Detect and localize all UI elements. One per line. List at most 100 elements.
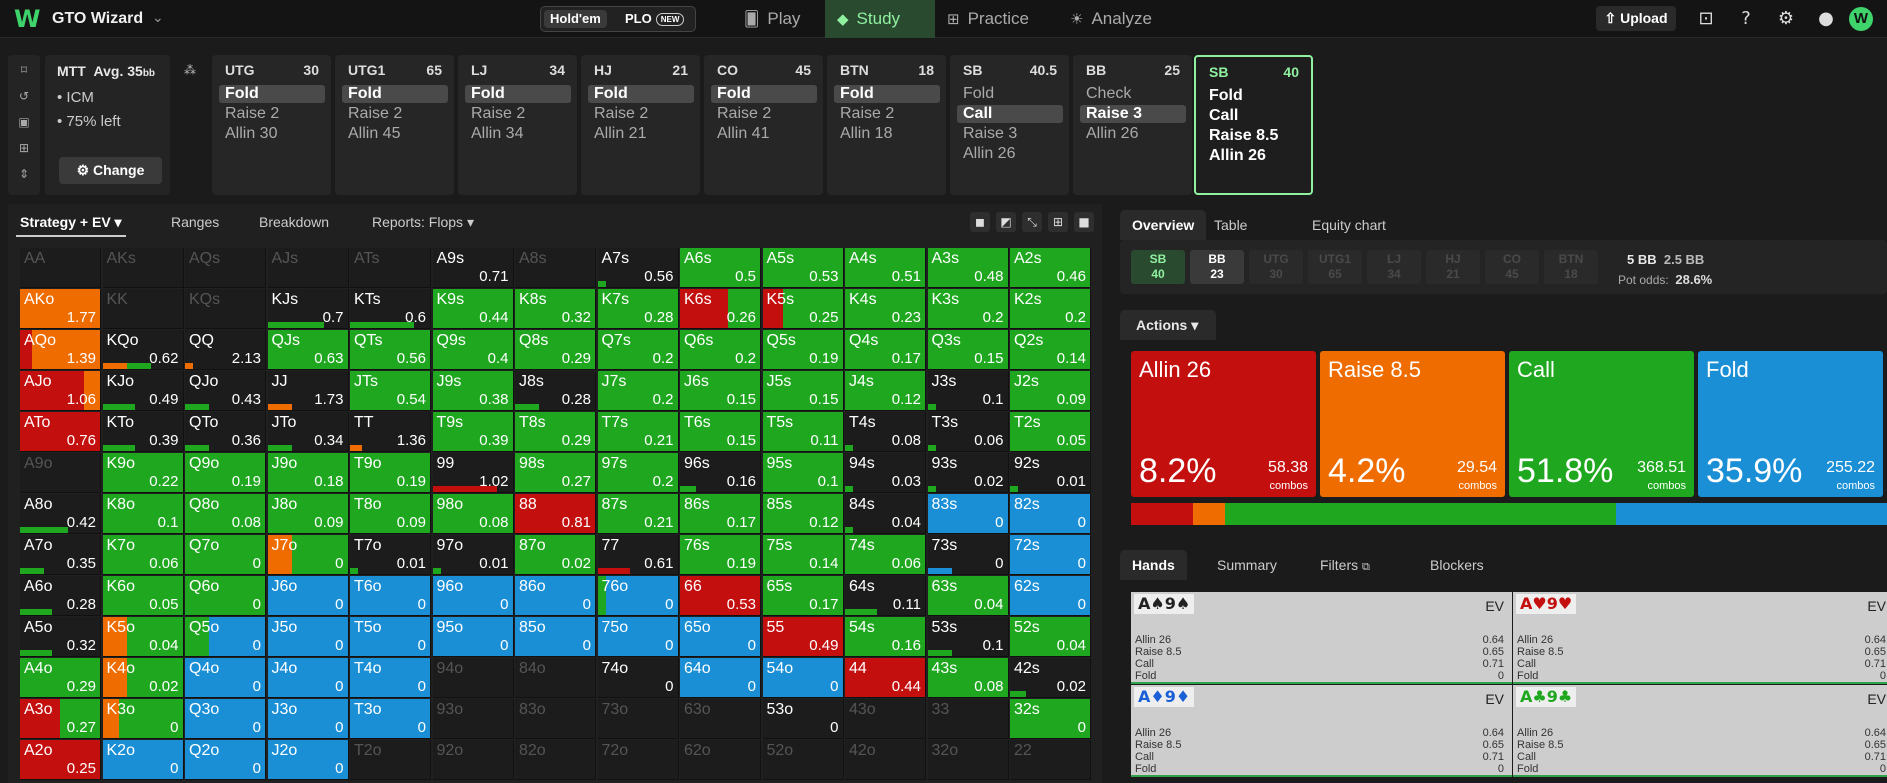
hand-cell[interactable]: 74s 0.06 bbox=[845, 535, 926, 575]
hand-cell[interactable]: Q5s 0.19 bbox=[762, 330, 844, 370]
hand-cell[interactable]: K2s 0.2 bbox=[1010, 289, 1091, 329]
square-icon[interactable]: ■ bbox=[1074, 212, 1094, 232]
action-box-fold[interactable]: Fold 35.9% 255.22 combos bbox=[1698, 351, 1883, 497]
hand-card[interactable]: A♦9♦ EV Allin 26 0.64 Raise 8.5 0.65 Call 0.71 F… bbox=[1131, 685, 1512, 777]
hand-cell[interactable]: 62s 0 bbox=[1010, 576, 1091, 616]
hand-cell[interactable]: 93o bbox=[432, 699, 514, 739]
tab-hands[interactable]: Hands bbox=[1120, 550, 1187, 580]
hand-cell[interactable]: K9o 0.22 bbox=[102, 453, 184, 493]
position-action[interactable]: Raise 2 bbox=[717, 105, 772, 122]
cards-icon[interactable]: ⁂ bbox=[184, 63, 196, 77]
hand-cell[interactable]: 42s 0.02 bbox=[1010, 658, 1091, 698]
hand-cell[interactable]: A2o 0.25 bbox=[20, 740, 101, 780]
hand-cell[interactable]: 43o bbox=[845, 699, 926, 739]
hand-cell[interactable]: 32s 0 bbox=[1010, 699, 1091, 739]
hand-cell[interactable]: T9s 0.39 bbox=[432, 412, 514, 452]
app-name[interactable]: GTO Wizard bbox=[52, 10, 144, 27]
hand-cell[interactable]: 53o 0 bbox=[762, 699, 844, 739]
hand-cell[interactable]: 54s 0.16 bbox=[845, 617, 926, 657]
hand-cell[interactable]: J7o 0 bbox=[267, 535, 349, 575]
action-box-raise[interactable]: Raise 8.5 4.2% 29.54 combos bbox=[1320, 351, 1505, 497]
hand-cell[interactable]: AKs bbox=[102, 248, 184, 288]
position-action[interactable]: Allin 26 bbox=[963, 145, 1016, 162]
hand-cell[interactable]: 94s 0.03 bbox=[845, 453, 926, 493]
hand-cell[interactable]: A3o 0.27 bbox=[20, 699, 101, 739]
hand-card[interactable]: A♥9♥ EV Allin 26 0.64 Raise 8.5 0.65 Call 0.71 F… bbox=[1513, 592, 1887, 684]
hand-cell[interactable]: Q4o 0 bbox=[185, 658, 266, 698]
nav-play[interactable]: 🂠 Play bbox=[732, 0, 814, 38]
hand-cell[interactable]: T2s 0.05 bbox=[1010, 412, 1091, 452]
position-action[interactable]: Raise 2 bbox=[348, 105, 403, 122]
cube-icon[interactable]: ◼ bbox=[970, 212, 990, 232]
expand-icon[interactable]: ⇕ bbox=[18, 167, 30, 181]
hand-cell[interactable]: ATs bbox=[350, 248, 431, 288]
hand-cell[interactable]: 82s 0 bbox=[1010, 494, 1091, 534]
tab-summary[interactable]: Summary bbox=[1217, 557, 1277, 573]
hand-cell[interactable]: K5o 0.04 bbox=[102, 617, 184, 657]
gto-wizard-logo-icon[interactable]: W bbox=[14, 5, 41, 33]
contrast-icon[interactable]: ◩ bbox=[996, 212, 1016, 232]
hand-cell[interactable]: A2s 0.46 bbox=[1010, 248, 1091, 288]
hand-cell[interactable]: A9s 0.71 bbox=[432, 248, 514, 288]
hand-cell[interactable]: T4o 0 bbox=[350, 658, 431, 698]
position-card-lj[interactable]: LJ 34 Fold Raise 2 Allin 34 bbox=[458, 55, 577, 195]
tab-table[interactable]: Table bbox=[1214, 217, 1248, 233]
hand-cell[interactable]: J6o 0 bbox=[267, 576, 349, 616]
hand-cell[interactable]: 72o bbox=[597, 740, 679, 780]
hand-cell[interactable]: KTo 0.39 bbox=[102, 412, 184, 452]
position-action[interactable]: Fold bbox=[342, 85, 448, 103]
hand-cell[interactable]: 64o 0 bbox=[680, 658, 761, 698]
hand-cell[interactable]: 86s 0.17 bbox=[680, 494, 761, 534]
hand-card[interactable]: A♠9♠ EV Allin 26 0.64 Raise 8.5 0.65 Call 0.71 F… bbox=[1131, 592, 1512, 684]
hand-cell[interactable]: A4o 0.29 bbox=[20, 658, 101, 698]
hand-cell[interactable]: 33 bbox=[927, 699, 1009, 739]
position-action[interactable]: Fold bbox=[834, 85, 940, 103]
hand-cell[interactable]: Q8o 0.08 bbox=[185, 494, 266, 534]
hand-cell[interactable]: Q4s 0.17 bbox=[845, 330, 926, 370]
save-icon[interactable]: ▣ bbox=[18, 115, 30, 129]
reset-icon[interactable]: ↺ bbox=[18, 89, 30, 103]
hand-cell[interactable]: T5s 0.11 bbox=[762, 412, 844, 452]
hand-cell[interactable]: KQo 0.62 bbox=[102, 330, 184, 370]
hand-cell[interactable]: A9o bbox=[20, 453, 101, 493]
hand-cell[interactable]: A5s 0.53 bbox=[762, 248, 844, 288]
hand-cell[interactable]: T9o 0.19 bbox=[350, 453, 431, 493]
hand-cell[interactable]: AKo 1.77 bbox=[20, 289, 101, 329]
hand-cell[interactable]: T5o 0 bbox=[350, 617, 431, 657]
hand-cell[interactable]: K8s 0.32 bbox=[515, 289, 596, 329]
hand-cell[interactable]: 92s 0.01 bbox=[1010, 453, 1091, 493]
hand-cell[interactable]: Q7o 0 bbox=[185, 535, 266, 575]
hand-cell[interactable]: A6o 0.28 bbox=[20, 576, 101, 616]
hand-cell[interactable]: 87s 0.21 bbox=[597, 494, 679, 534]
hand-cell[interactable]: 42o bbox=[845, 740, 926, 780]
position-action[interactable]: Allin 30 bbox=[225, 125, 278, 142]
hand-cell[interactable]: 96o 0 bbox=[432, 576, 514, 616]
hand-cell[interactable]: 75s 0.14 bbox=[762, 535, 844, 575]
hand-cell[interactable]: 95o 0 bbox=[432, 617, 514, 657]
position-action[interactable]: Allin 41 bbox=[717, 125, 770, 142]
hand-cell[interactable]: K6s 0.26 bbox=[680, 289, 761, 329]
hand-cell[interactable]: J8o 0.09 bbox=[267, 494, 349, 534]
chevron-down-icon[interactable]: ⌄ bbox=[152, 9, 164, 25]
hand-cell[interactable]: 83s 0 bbox=[927, 494, 1009, 534]
hand-cell[interactable]: 63s 0.04 bbox=[927, 576, 1009, 616]
hand-cell[interactable]: Q8s 0.29 bbox=[515, 330, 596, 370]
tab-overview[interactable]: Overview bbox=[1120, 210, 1207, 240]
position-action[interactable]: Raise 2 bbox=[471, 105, 526, 122]
hand-cell[interactable]: J9s 0.38 bbox=[432, 371, 514, 411]
hand-cell[interactable]: Q9s 0.4 bbox=[432, 330, 514, 370]
hand-cell[interactable]: 95s 0.1 bbox=[762, 453, 844, 493]
hand-cell[interactable]: K7s 0.28 bbox=[597, 289, 679, 329]
hand-cell[interactable]: AQs bbox=[185, 248, 266, 288]
hand-cell[interactable]: 64s 0.11 bbox=[845, 576, 926, 616]
action-box-call[interactable]: Call 51.8% 368.51 combos bbox=[1509, 351, 1694, 497]
nav-practice[interactable]: ⊞ Practice bbox=[935, 0, 1043, 38]
position-action[interactable]: Raise 2 bbox=[594, 105, 649, 122]
hand-cell[interactable]: 65o 0 bbox=[680, 617, 761, 657]
hand-cell[interactable]: 43s 0.08 bbox=[927, 658, 1009, 698]
hand-cell[interactable]: 84o bbox=[515, 658, 596, 698]
position-action[interactable]: Fold bbox=[588, 85, 694, 103]
tab-ranges[interactable]: Ranges bbox=[171, 214, 220, 230]
position-action[interactable]: Allin 18 bbox=[840, 125, 893, 142]
hand-cell[interactable]: 22 bbox=[1010, 740, 1091, 780]
